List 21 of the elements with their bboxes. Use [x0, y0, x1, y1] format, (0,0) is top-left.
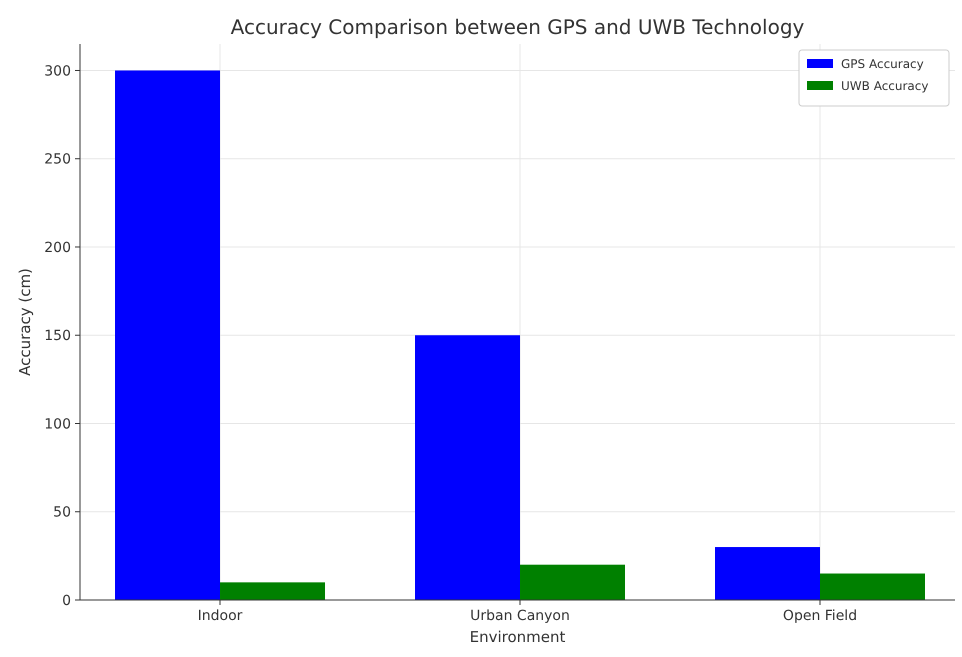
- x-tick-label: Open Field: [782, 608, 858, 624]
- bar: [220, 582, 326, 600]
- y-tick-label: 100: [44, 416, 71, 432]
- x-axis-title: Environment: [470, 628, 566, 646]
- y-tick-label: 0: [62, 592, 71, 609]
- bar: [415, 335, 520, 600]
- y-tick-label: 300: [44, 63, 71, 80]
- y-axis-title: Accuracy (cm): [16, 268, 34, 376]
- bar: [715, 547, 820, 600]
- y-tick-label: 250: [44, 152, 71, 168]
- bar: [520, 564, 626, 600]
- x-tick-label: Indoor: [198, 608, 243, 624]
- y-tick-label: 150: [44, 328, 71, 344]
- bar: [820, 574, 925, 600]
- legend-label: GPS Accuracy: [841, 57, 924, 71]
- bar: [115, 70, 220, 600]
- legend-label: UWB Accuracy: [841, 79, 928, 93]
- y-tick-label: 200: [44, 240, 71, 256]
- y-tick-label: 50: [53, 504, 71, 521]
- chart-title: Accuracy Comparison between GPS and UWB Technology: [230, 15, 805, 39]
- x-tick-label: Urban Canyon: [470, 608, 570, 624]
